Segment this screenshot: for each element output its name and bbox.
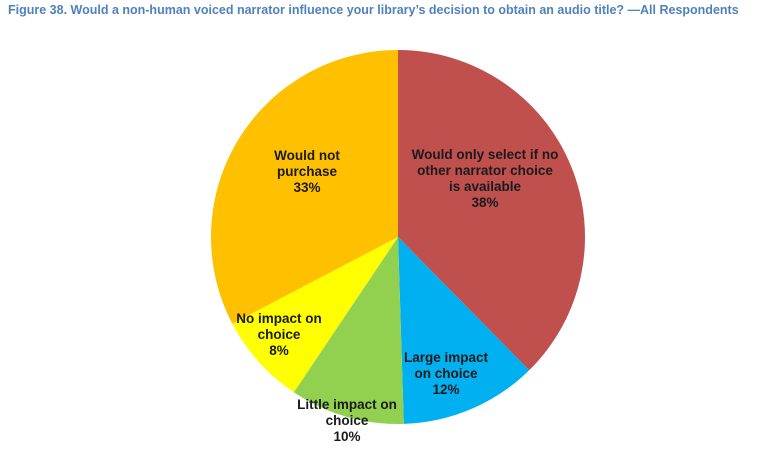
slice-label: Large impact on choice (403, 350, 489, 381)
chart-title: Figure 38. Would a non-human voiced narr… (8, 3, 739, 17)
value-label: 33% (293, 180, 321, 195)
slice-label: Little impact on choice (297, 397, 397, 428)
value-label: 38% (471, 195, 499, 210)
slice-label: Would not purchase (274, 148, 340, 179)
value-label: 10% (333, 429, 361, 444)
pie-slice (398, 237, 530, 424)
pie-slice (210, 50, 398, 324)
slice-label: Would only select if no other narrator c… (411, 147, 559, 194)
value-label: 8% (269, 343, 289, 358)
value-label: 12% (432, 382, 460, 397)
pie-slice (293, 237, 404, 424)
slice-label: No impact on choice (236, 311, 322, 342)
pie-slice (398, 50, 585, 371)
pie-slice (232, 237, 398, 393)
